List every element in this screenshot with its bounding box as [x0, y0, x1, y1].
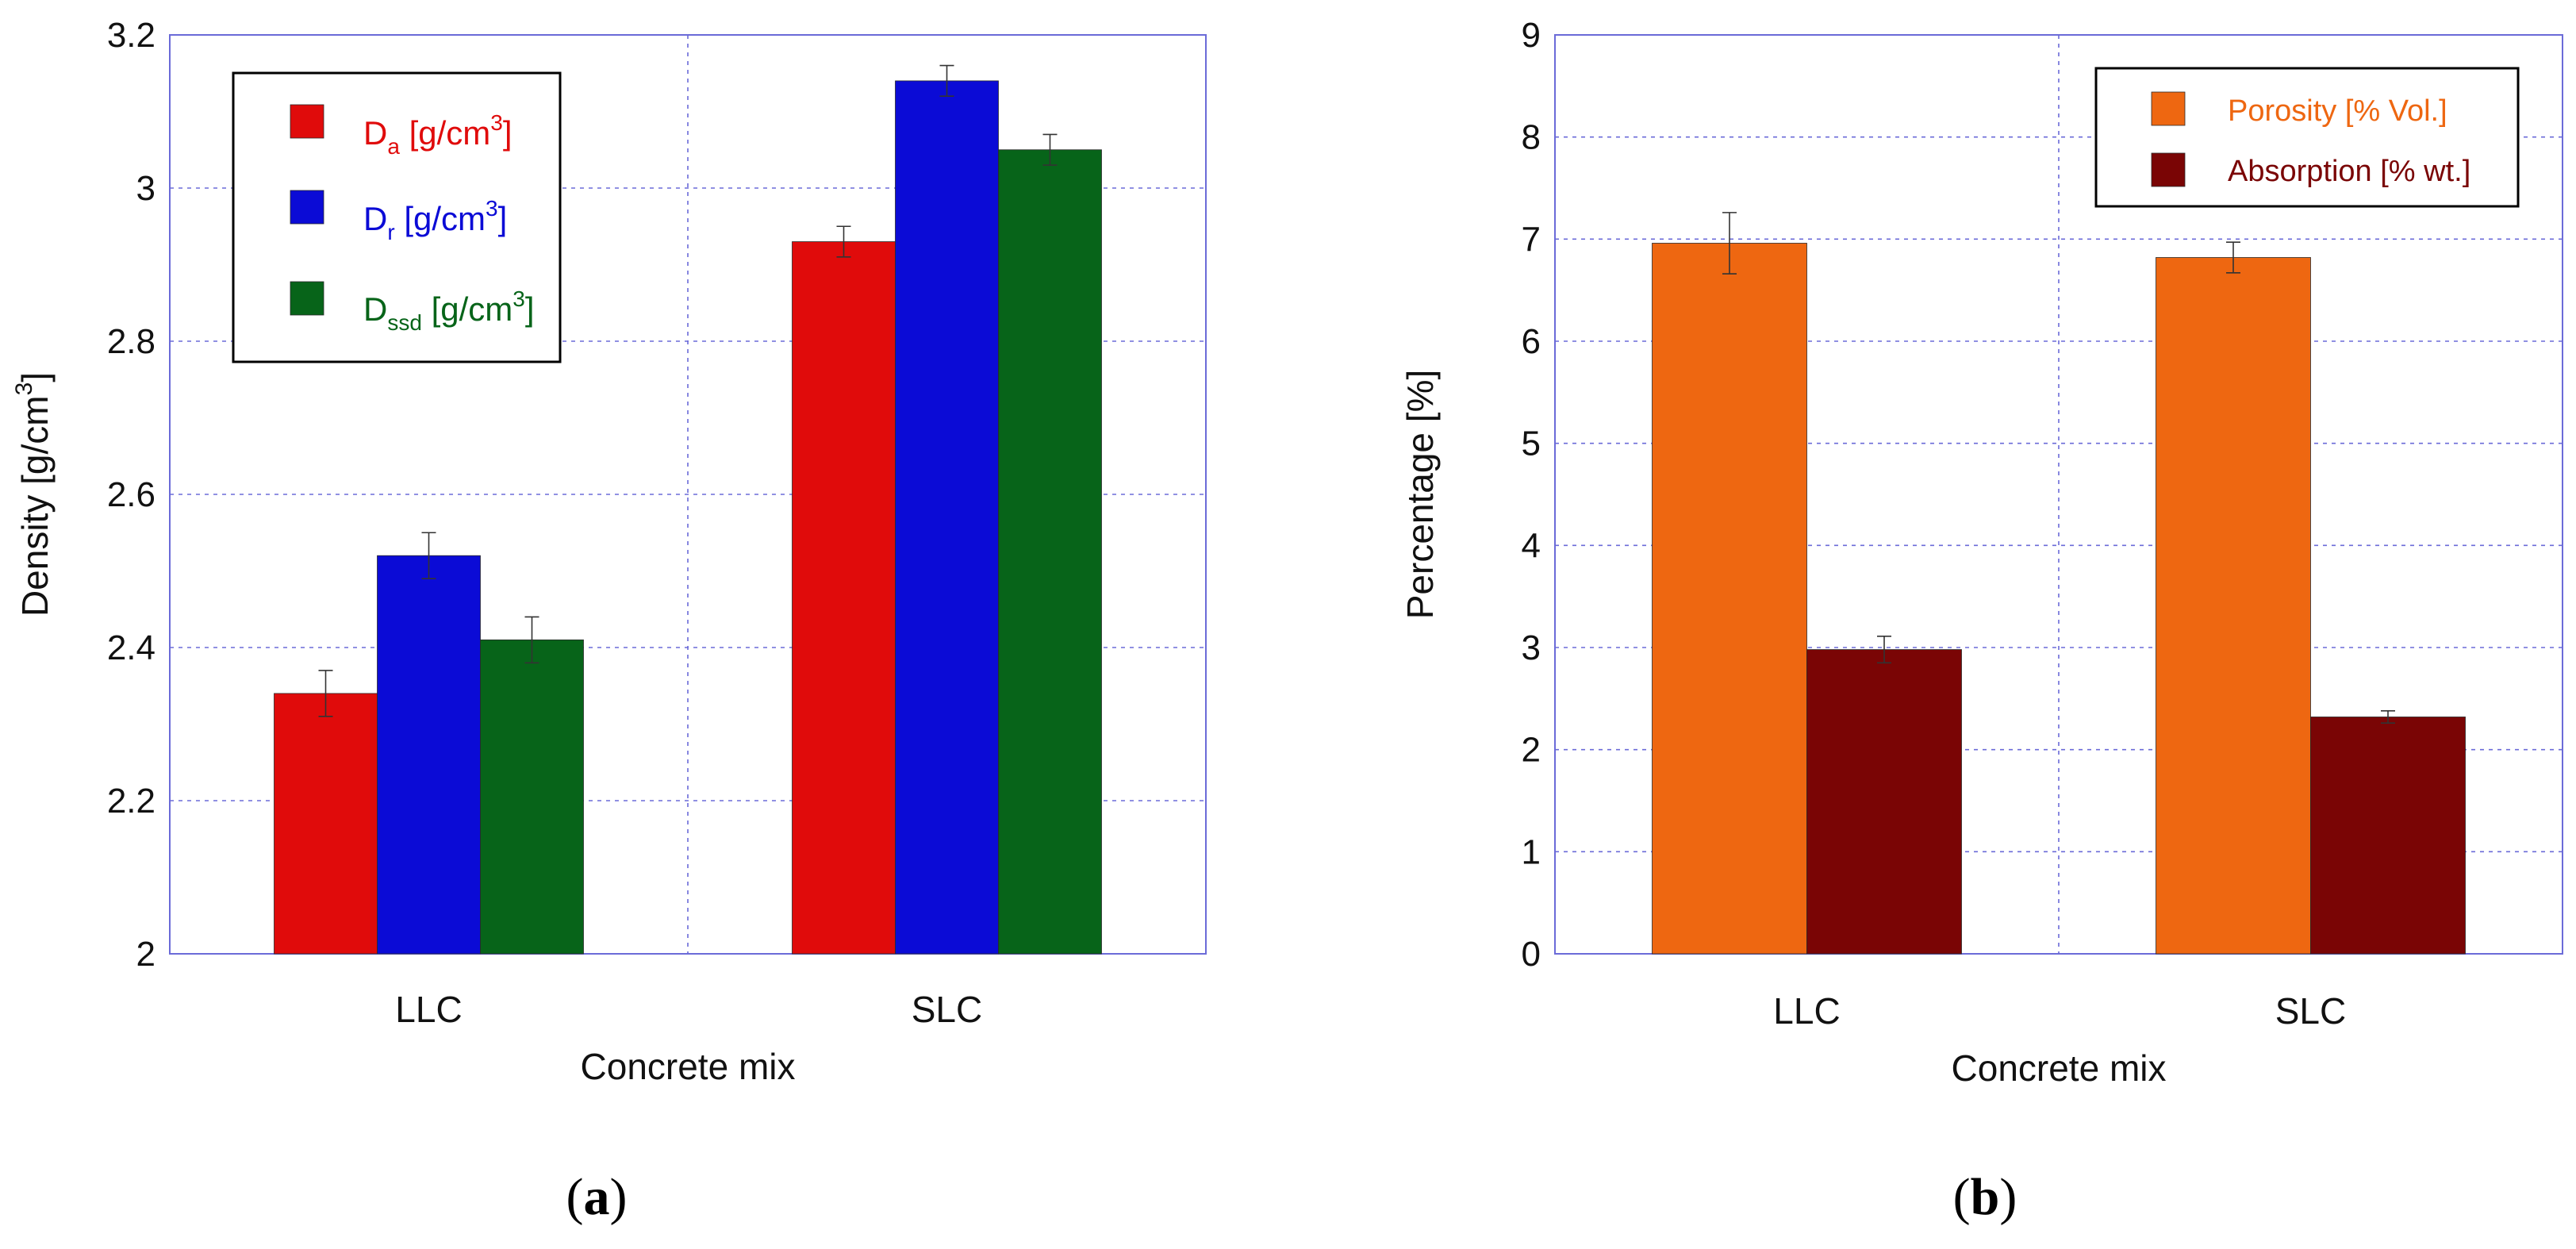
superscript: 3 — [513, 286, 525, 311]
y-tick-label: 9 — [1522, 16, 1541, 55]
density-chart: 2 2.2 2.4 2.6 2.8 3 3.2 LLC SLC Concrete mix Densi… — [11, 16, 1207, 1226]
legend-box — [232, 71, 562, 363]
bar-llc-series-1 — [1652, 243, 1807, 955]
text-span: D — [363, 200, 387, 237]
legend-label: Absorption [% wt.] — [2228, 155, 2470, 188]
y-tick-label: 7 — [1522, 220, 1541, 259]
legend-label: Dr [g/cm3] — [363, 196, 507, 244]
legend-item: Da [g/cm3] — [290, 104, 513, 159]
paren-open: ( — [566, 1168, 584, 1226]
bar-slc-series-1 — [792, 241, 896, 955]
x-axis-label: Concrete mix — [581, 1046, 796, 1087]
error-bar — [421, 532, 436, 579]
y-tick-label: 0 — [1522, 935, 1541, 974]
error-bar — [939, 64, 954, 97]
y-tick-label: 3 — [136, 169, 155, 208]
x-axis-label: Concrete mix — [1952, 1047, 2167, 1089]
y-tick-label: 2.2 — [107, 782, 155, 820]
text-span: Absorption [% wt.] — [2228, 155, 2470, 188]
legend-item: Porosity [% Vol.] — [2151, 91, 2447, 128]
text-span: [g/cm — [400, 114, 490, 152]
legend-swatch — [2151, 152, 2186, 187]
text-span: ] — [525, 290, 535, 328]
x-category-label: LLC — [395, 989, 462, 1030]
panel-label: (b) — [1953, 1168, 2017, 1226]
y-axis-label: Percentage [%] — [1399, 370, 1441, 620]
bar-slc-series-3 — [998, 149, 1102, 955]
bar-llc-series-2 — [1806, 649, 1962, 955]
legend-swatch — [2151, 91, 2186, 126]
legend-swatch — [290, 104, 324, 139]
paren-open: ( — [1953, 1168, 1971, 1226]
legend-item: Dssd [g/cm3] — [290, 281, 535, 335]
bar-llc-series-1 — [274, 693, 378, 955]
bar-slc-series-1 — [2156, 257, 2311, 955]
y-tick-label: 2 — [1522, 731, 1541, 770]
legend-label: Da [g/cm3] — [363, 110, 513, 159]
y-tick-label: 3 — [1522, 628, 1541, 667]
bar-llc-series-3 — [480, 639, 584, 955]
porosity-absorption-chart: 0 1 2 3 4 5 6 7 8 9 LLC SLC Concrete mix Percentage [… — [1399, 16, 2563, 1226]
legend-label: Dssd [g/cm3] — [363, 286, 535, 335]
superscript: 3 — [486, 196, 498, 221]
y-tick-label: 8 — [1522, 118, 1541, 157]
panel-letter: b — [1971, 1168, 2000, 1226]
subscript: r — [387, 220, 394, 244]
bar-slc-series-2 — [895, 80, 999, 955]
y-tick-label: 2 — [136, 935, 155, 974]
subscript: ssd — [387, 310, 422, 335]
subscript: a — [387, 134, 400, 159]
superscript: 3 — [490, 110, 503, 135]
text-span: Percentage [%] — [1399, 370, 1441, 620]
x-category-label: SLC — [912, 989, 982, 1030]
y-tick-label: 5 — [1522, 425, 1541, 463]
bar-slc-series-2 — [2310, 717, 2466, 955]
text-span: Porosity [% Vol.] — [2228, 94, 2447, 128]
legend-label: Porosity [% Vol.] — [2228, 94, 2447, 128]
y-tick-label: 2.8 — [107, 322, 155, 361]
y-axis-label: Density [g/cm3] — [11, 372, 56, 617]
legend-swatch — [290, 281, 324, 316]
y-tick-label: 3.2 — [107, 16, 155, 55]
text-span: Density [g/cm — [14, 395, 56, 617]
text-span: [g/cm — [395, 200, 486, 237]
text-span: ] — [503, 114, 513, 152]
paren-close: ) — [610, 1168, 628, 1226]
error-bar — [1722, 212, 1737, 275]
text-span: ] — [14, 372, 56, 382]
text-span: D — [363, 290, 387, 328]
panel-letter: a — [584, 1168, 610, 1226]
panel-label: (a) — [566, 1168, 628, 1226]
y-tick-label: 2.4 — [107, 628, 155, 667]
error-bar — [1877, 636, 1891, 664]
error-bar — [2381, 709, 2395, 724]
text-span: ] — [498, 200, 508, 237]
paren-close: ) — [1999, 1168, 2017, 1226]
y-tick-label: 2.6 — [107, 475, 155, 514]
error-bar — [2226, 241, 2240, 274]
legend-item: Absorption [% wt.] — [2151, 152, 2470, 188]
y-tick-label: 6 — [1522, 322, 1541, 361]
x-category-label: LLC — [1773, 990, 1840, 1032]
error-bar — [524, 616, 539, 664]
text-span: [g/cm — [422, 290, 513, 328]
error-bar — [836, 225, 851, 258]
legend-swatch — [290, 190, 324, 225]
x-category-label: SLC — [2275, 990, 2346, 1032]
error-bar — [318, 670, 333, 717]
y-tick-label: 4 — [1522, 526, 1541, 565]
legend: Porosity [% Vol.] Absorption [% wt.] — [2094, 67, 2520, 208]
text-span: D — [363, 114, 387, 152]
y-tick-label: 1 — [1522, 832, 1541, 871]
legend-item: Dr [g/cm3] — [290, 190, 507, 244]
superscript: 3 — [11, 382, 37, 396]
error-bar — [1042, 133, 1058, 166]
legend: Da [g/cm3]Dr [g/cm3]Dssd [g/cm3] — [232, 71, 562, 363]
bar-llc-series-2 — [377, 555, 481, 955]
